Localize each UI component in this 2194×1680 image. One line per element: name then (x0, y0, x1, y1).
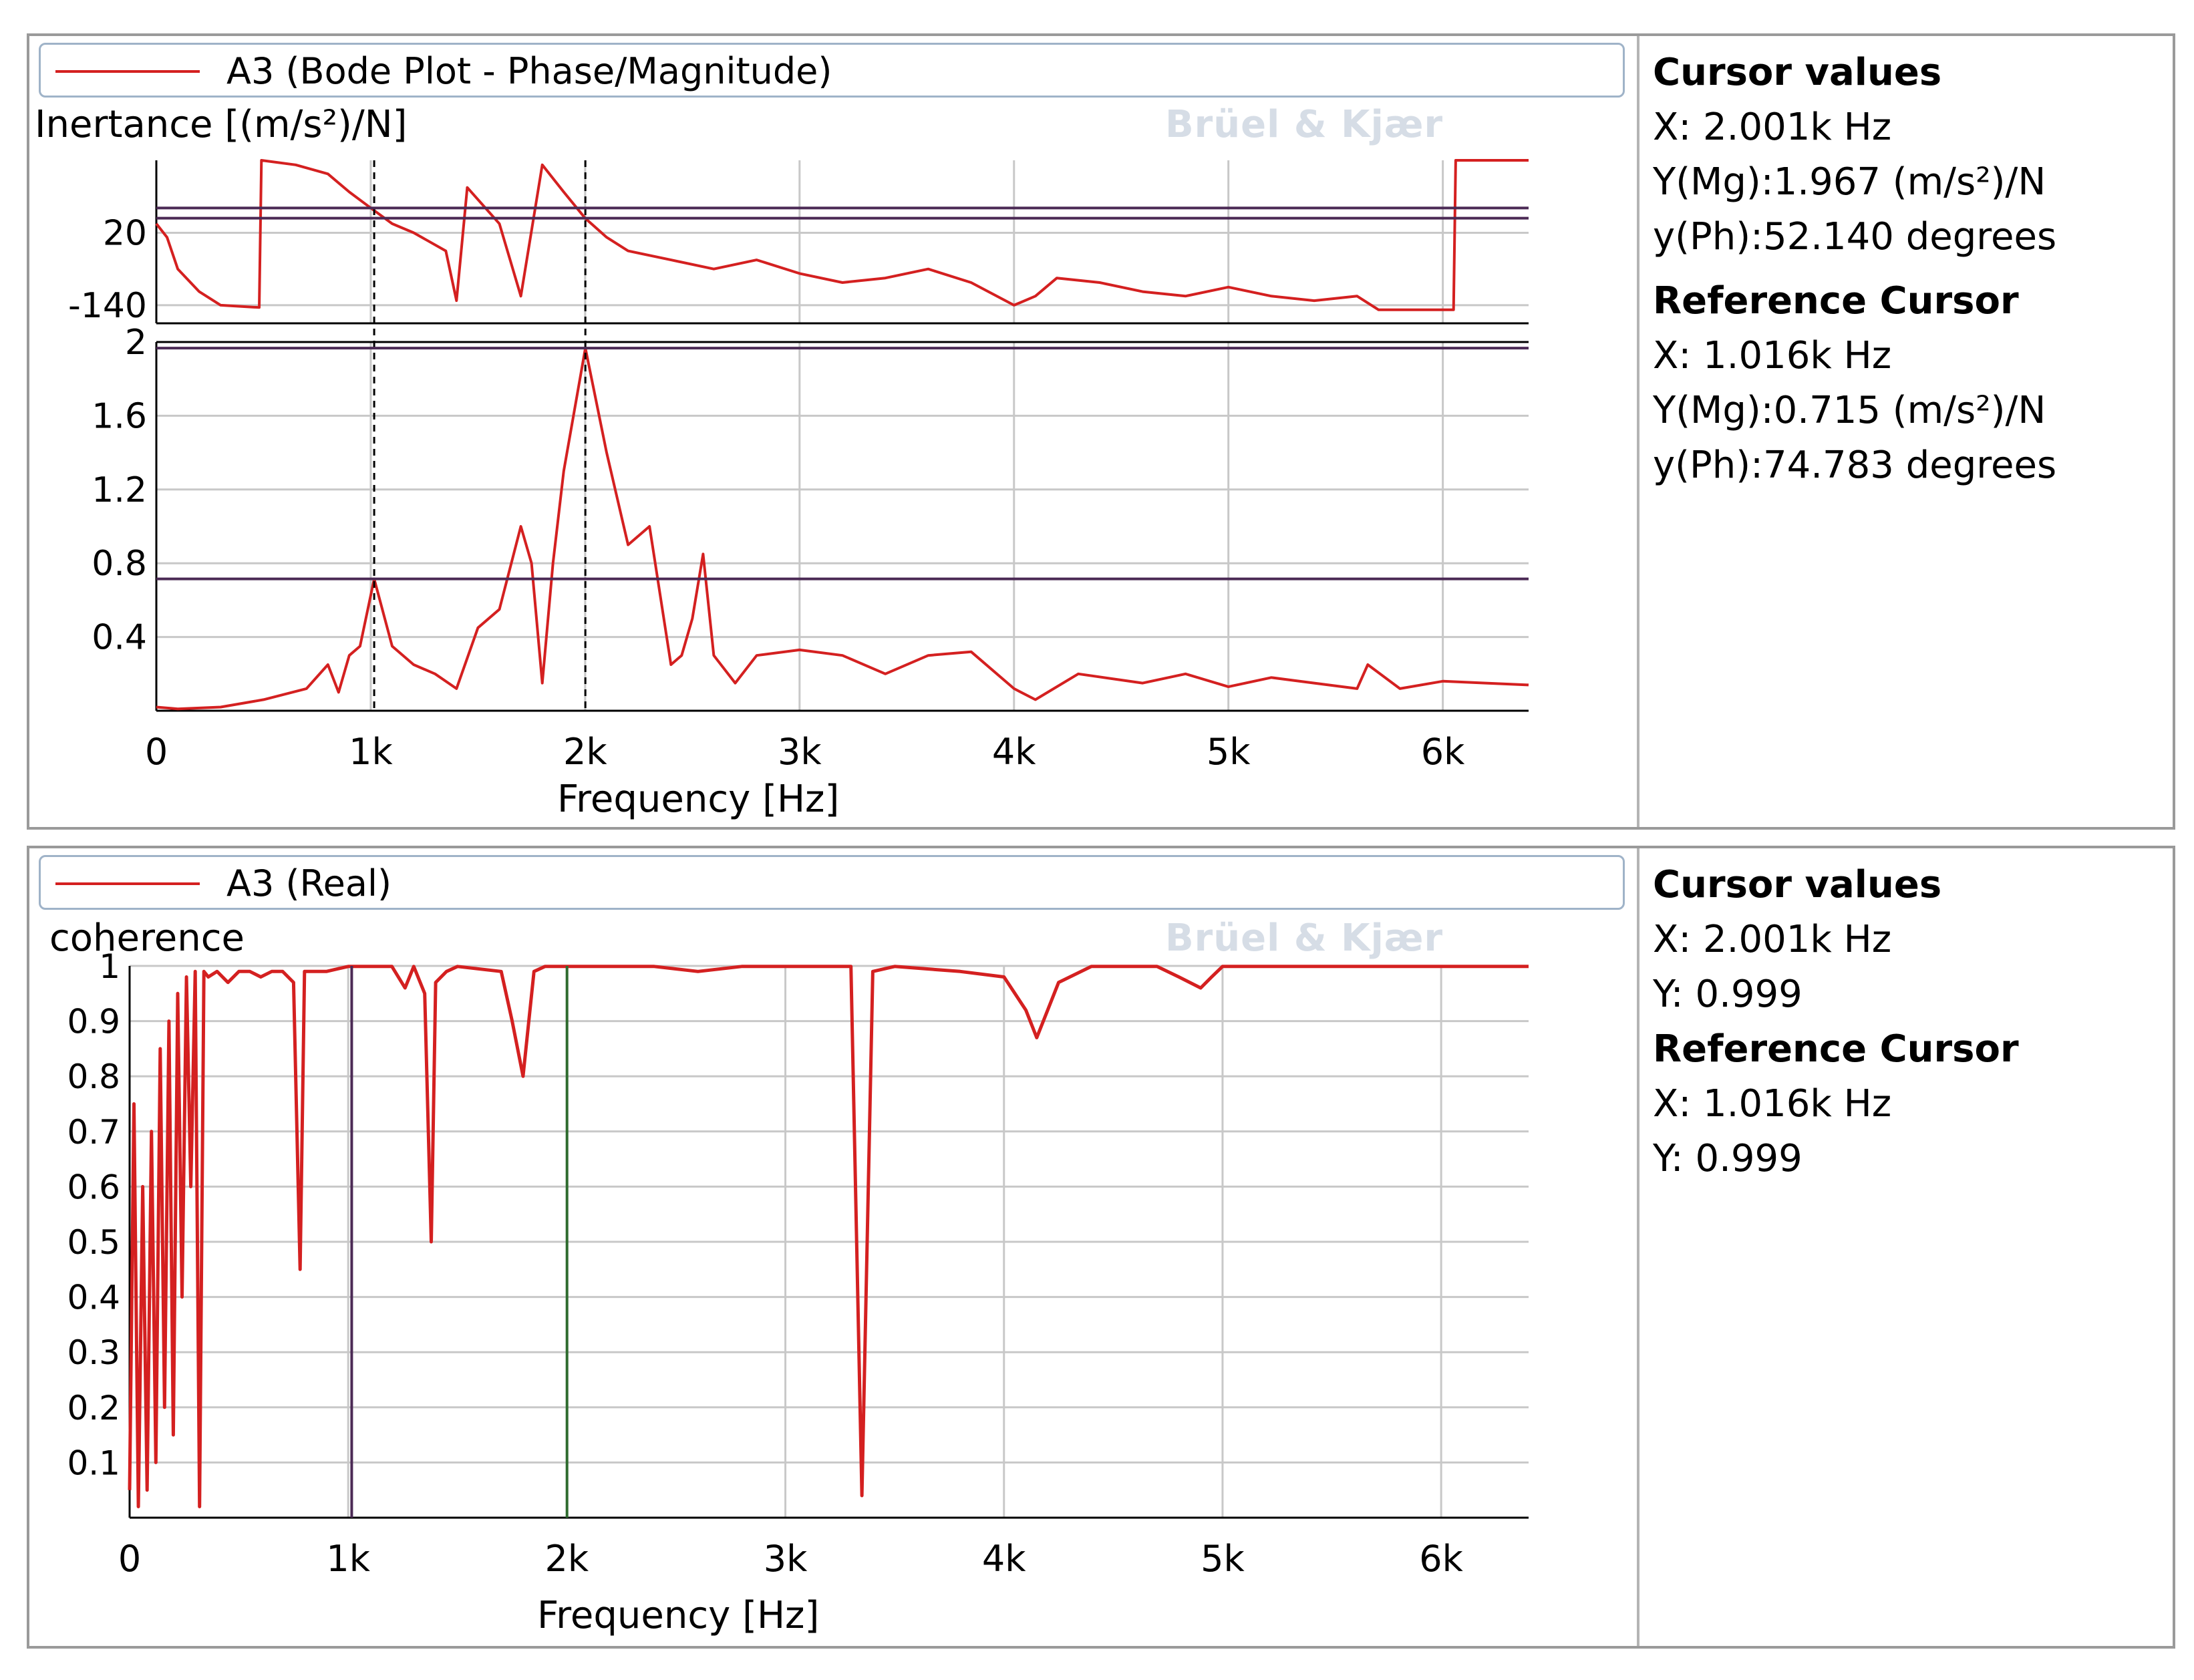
series-line (156, 347, 1529, 711)
x-tick-label: 1k (349, 731, 393, 773)
x-axis-title: Frequency [Hz] (557, 778, 840, 821)
reference-cursor-heading: Reference Cursor (1653, 279, 2019, 323)
cursor-ymg-value: Y(Mg):1.967 (m/s²)/N (1653, 160, 2046, 204)
ref-y-value: Y: 0.999 (1653, 1137, 1803, 1180)
legend-swatch (55, 882, 200, 885)
y-tick-label: 0.7 (67, 1113, 120, 1152)
y-tick-label: 0.1 (67, 1444, 120, 1482)
panel-divider (1637, 848, 1639, 1646)
ref-yph-value: y(Ph):74.783 degrees (1653, 444, 2057, 487)
y-tick-label: 1.2 (92, 470, 147, 510)
y-tick-label: -140 (68, 286, 147, 326)
cursor-x-value: X: 2.001k Hz (1653, 106, 1892, 149)
y-axis-title: coherence (49, 916, 245, 960)
legend-label: A3 (Real) (226, 862, 392, 904)
ref-x-value: X: 1.016k Hz (1653, 1082, 1892, 1126)
cursor-info: Cursor values X: 2.001k Hz Y(Mg):1.967 (… (1653, 45, 2056, 493)
x-tick-label: 4k (982, 1538, 1026, 1580)
x-axis-title: Frequency [Hz] (537, 1594, 820, 1637)
y-tick-label: 1.6 (92, 396, 147, 436)
x-tick-label: 3k (778, 731, 822, 773)
x-tick-label: 5k (1207, 731, 1251, 773)
x-tick-label: 5k (1201, 1538, 1245, 1580)
ref-ymg-value: Y(Mg):0.715 (m/s²)/N (1653, 389, 2046, 432)
x-tick-label: 6k (1421, 731, 1465, 773)
y-tick-label: 0.4 (92, 618, 147, 658)
cursor-info: Cursor values X: 2.001k Hz Y: 0.999 Refe… (1653, 858, 2019, 1186)
y-tick-label: 0.4 (67, 1279, 120, 1317)
coherence-plot-panel: 0.1 0.2 0.3 0.4 0.5 0.6 0.7 0.8 0.9 1 0 1k 2k 3k 4k 5k 6… (27, 846, 2175, 1649)
y-tick-label: 0.8 (67, 1057, 120, 1096)
y-tick-label: 0.3 (67, 1333, 120, 1372)
cursor-yph-value: y(Ph):52.140 degrees (1653, 215, 2057, 259)
x-tick-label: 0 (145, 731, 168, 773)
y-tick-label: 0.5 (67, 1223, 120, 1262)
cursor-y-value: Y: 0.999 (1653, 973, 1803, 1016)
y-tick-label: 2 (125, 323, 147, 363)
bode-plot-panel: 20 -140 0.4 0.8 1.2 1.6 2 0 1k 2k 3k 4k 5k 6k A3 (Bod… (27, 33, 2175, 830)
brand-watermark: Brüel & Kjær (1165, 103, 1444, 146)
x-tick-label: 2k (563, 731, 607, 773)
x-tick-label: 6k (1419, 1538, 1463, 1580)
x-tick-label: 4k (992, 731, 1036, 773)
y-tick-label: 0.9 (67, 1003, 120, 1041)
cursor-x-value: X: 2.001k Hz (1653, 918, 1892, 961)
legend-coherence[interactable]: A3 (Real) (39, 855, 1625, 910)
y-tick-label: 1 (99, 947, 120, 986)
reference-cursor-heading: Reference Cursor (1653, 1027, 2019, 1071)
cursor-values-heading: Cursor values (1653, 863, 1942, 906)
panel-divider (1637, 36, 1639, 827)
legend-swatch (55, 70, 200, 73)
ref-x-value: X: 1.016k Hz (1653, 334, 1892, 377)
y-tick-label: 20 (103, 213, 147, 253)
y-tick-label: 0.2 (67, 1389, 120, 1427)
y-axis-title: Inertance [(m/s²)/N] (35, 103, 408, 146)
x-tick-label: 3k (764, 1538, 808, 1580)
legend-bode[interactable]: A3 (Bode Plot - Phase/Magnitude) (39, 43, 1625, 98)
cursor-values-heading: Cursor values (1653, 51, 1942, 94)
y-tick-label: 0.8 (92, 544, 147, 584)
brand-watermark: Brüel & Kjær (1165, 916, 1444, 960)
series-line (128, 965, 1529, 1508)
x-tick-label: 2k (545, 1538, 589, 1580)
x-tick-label: 0 (118, 1538, 141, 1580)
legend-label: A3 (Bode Plot - Phase/Magnitude) (226, 50, 832, 92)
y-tick-label: 0.6 (67, 1168, 120, 1206)
x-tick-label: 1k (326, 1538, 370, 1580)
series-line (155, 159, 1529, 311)
coherence-chart-area[interactable]: 0.1 0.2 0.3 0.4 0.5 0.6 0.7 0.8 0.9 1 0 1k 2k 3k 4k 5k 6… (29, 848, 1637, 1646)
